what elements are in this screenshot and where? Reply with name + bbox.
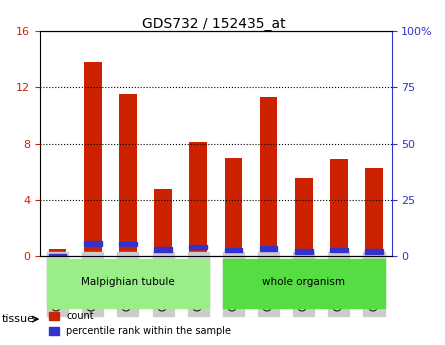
Bar xyxy=(365,249,383,254)
Bar xyxy=(84,241,101,246)
Text: Malpighian tubule: Malpighian tubule xyxy=(81,277,175,287)
Bar xyxy=(223,259,384,308)
Text: tissue: tissue xyxy=(2,314,35,324)
Bar xyxy=(47,259,209,308)
Text: whole organism: whole organism xyxy=(262,277,345,287)
Bar xyxy=(330,159,348,256)
Bar xyxy=(225,158,242,256)
Text: GDS732 / 152435_at: GDS732 / 152435_at xyxy=(142,17,285,31)
Bar xyxy=(84,62,101,256)
Bar xyxy=(154,189,172,256)
Bar xyxy=(154,247,172,252)
Bar xyxy=(190,245,207,249)
Bar xyxy=(260,97,277,256)
Bar xyxy=(260,246,277,251)
Bar xyxy=(295,178,312,256)
Bar xyxy=(295,249,312,254)
Bar xyxy=(190,142,207,256)
Bar xyxy=(49,249,66,256)
Bar xyxy=(365,168,383,256)
Bar xyxy=(49,254,66,258)
Bar xyxy=(225,248,242,252)
Bar xyxy=(119,241,137,246)
Bar xyxy=(119,95,137,256)
Legend: count, percentile rank within the sample: count, percentile rank within the sample xyxy=(45,307,235,340)
Bar xyxy=(330,248,348,252)
